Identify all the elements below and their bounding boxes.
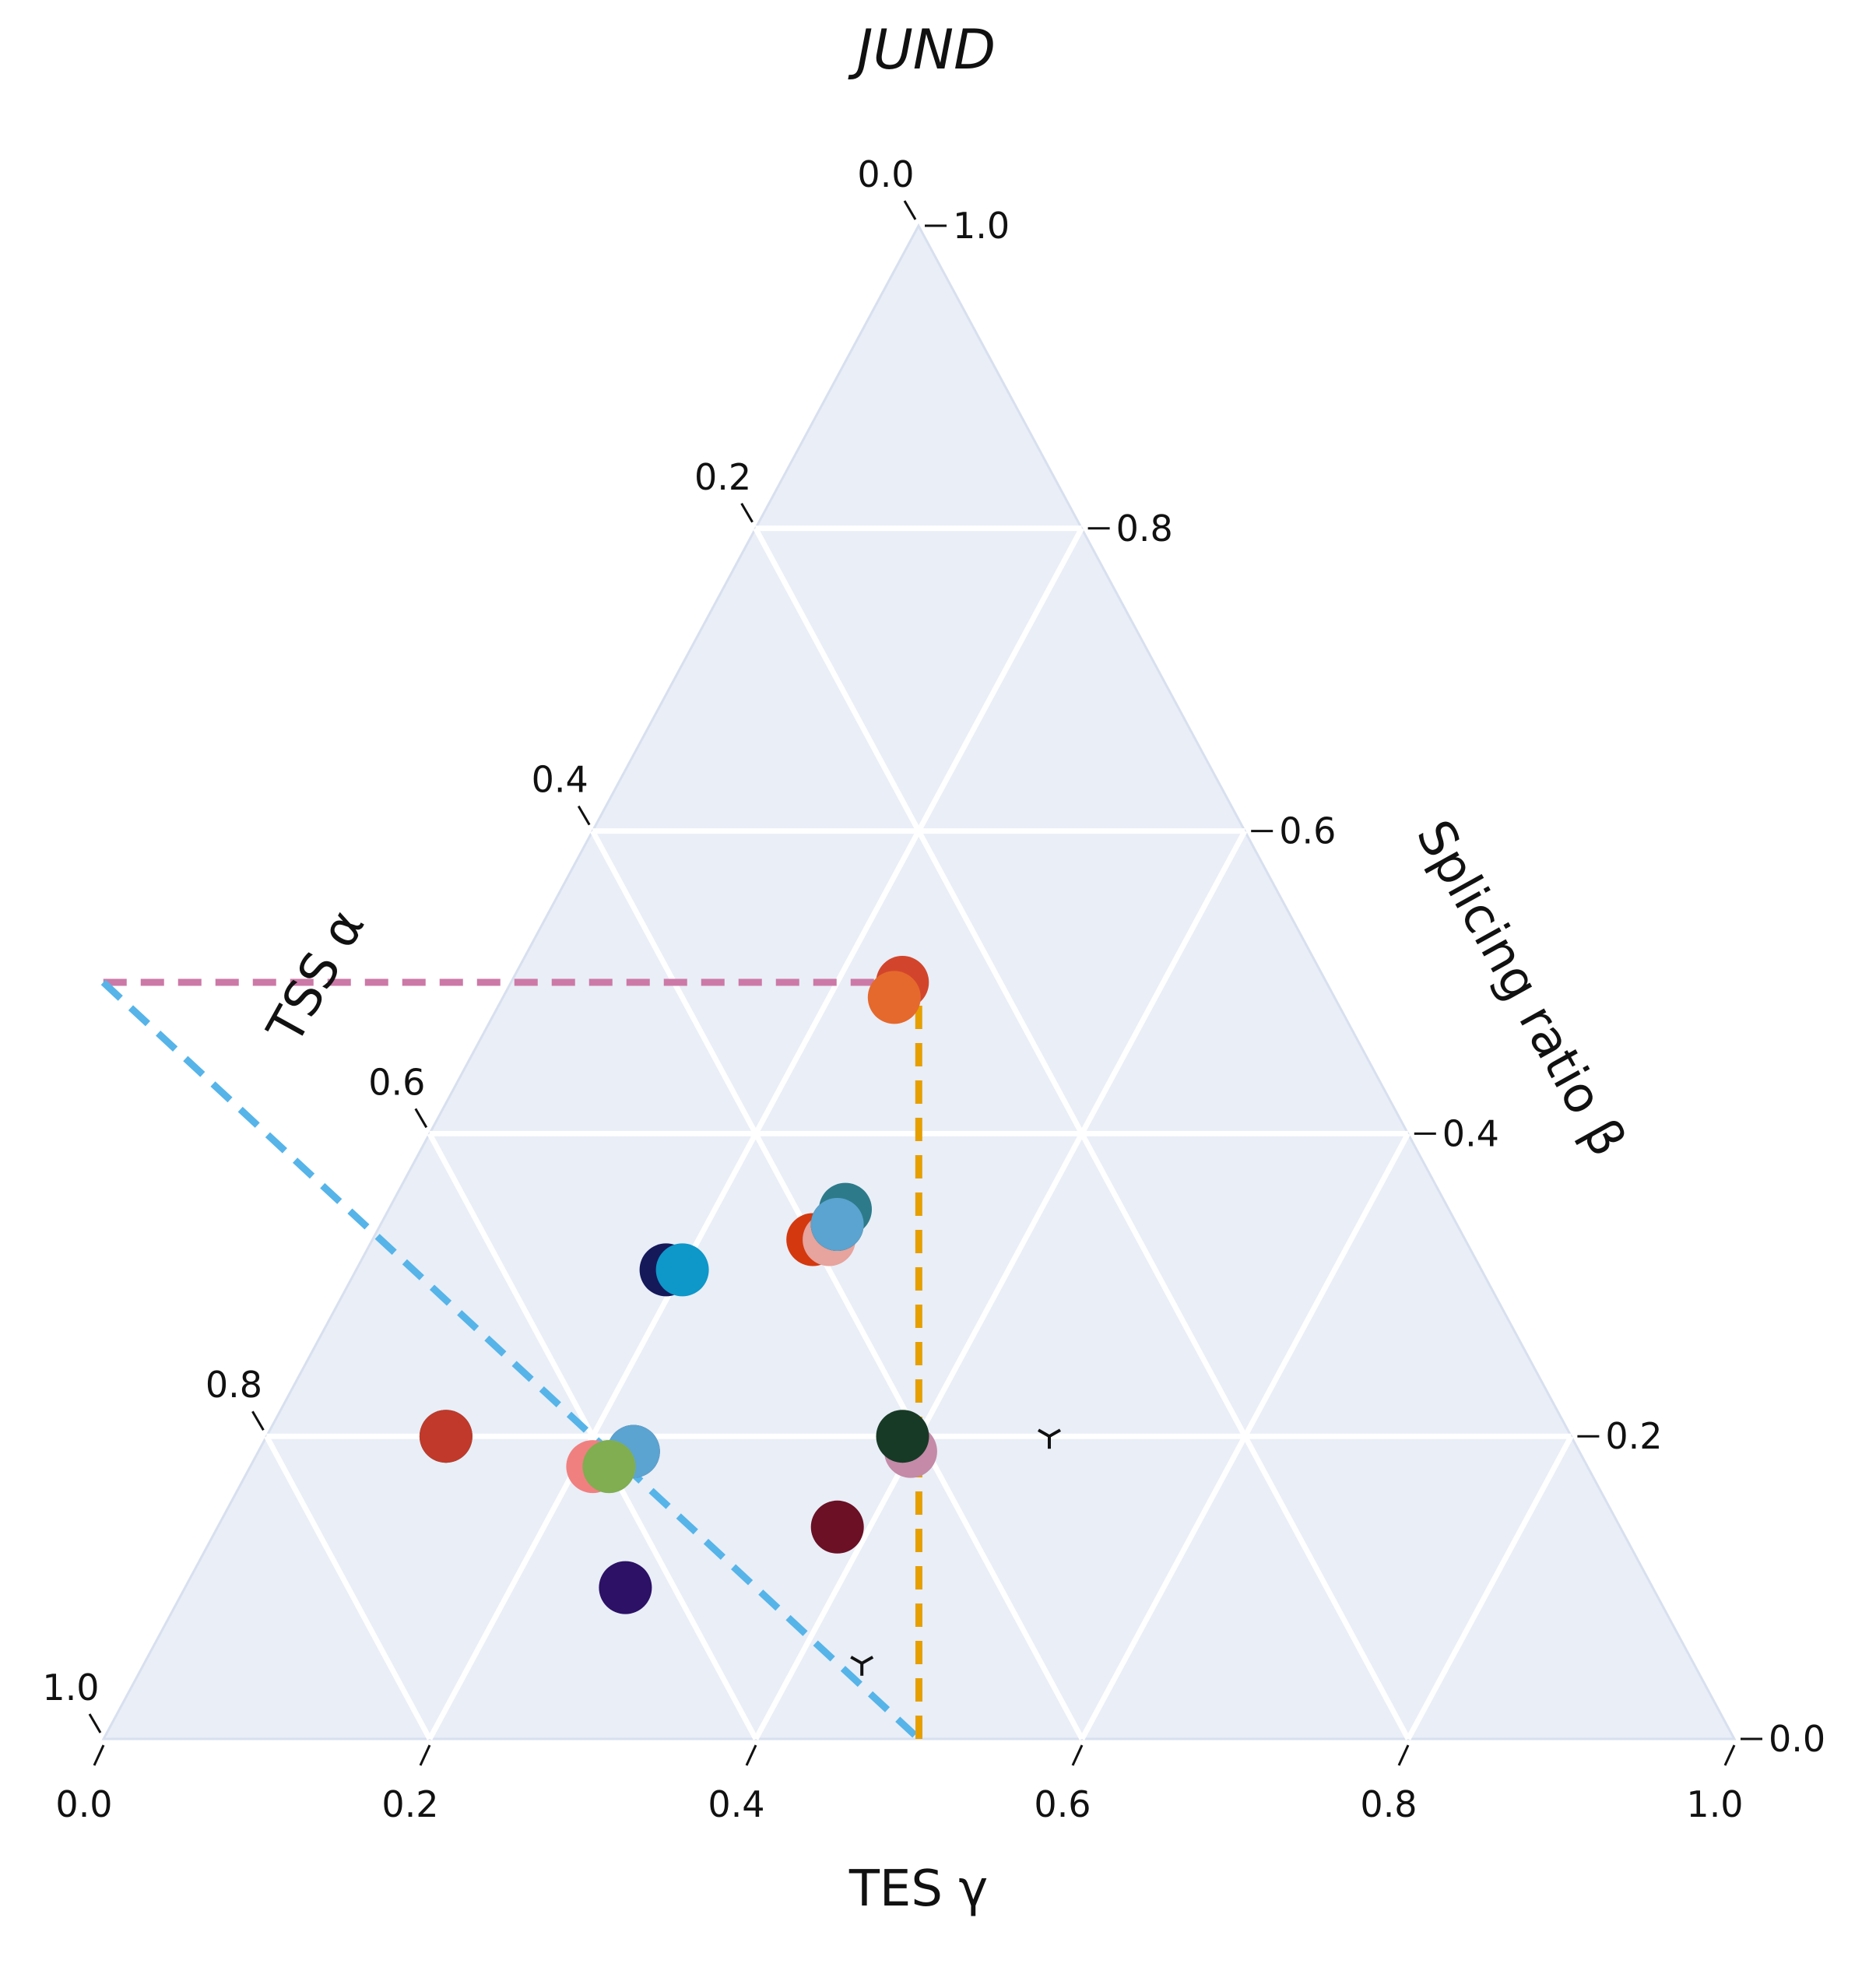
tick-label-alpha: 0.6 — [368, 1061, 425, 1103]
tick-alpha — [414, 1108, 428, 1129]
tick-gamma — [1397, 1744, 1410, 1766]
chart-title: JUND — [848, 18, 996, 82]
tick-label-beta: 0.2 — [1605, 1415, 1662, 1457]
axis-title-alpha: TSS α — [256, 901, 376, 1054]
tick-label-gamma: 0.6 — [1034, 1783, 1091, 1825]
data-point — [810, 1198, 864, 1251]
grid-line-alpha — [264, 1435, 433, 1740]
tick-alpha — [251, 1410, 265, 1431]
center-markers — [850, 1428, 1061, 1676]
tick-label-alpha: 1.0 — [42, 1667, 99, 1709]
data-point — [810, 1500, 864, 1554]
tick-label-alpha: 0.8 — [206, 1364, 262, 1406]
tick-alpha — [740, 503, 754, 523]
grid-line-gamma — [1079, 1132, 1411, 1740]
grid-line-gamma — [753, 829, 1248, 1740]
tick-label-beta: 0.8 — [1116, 508, 1173, 550]
tick-label-beta: 0.4 — [1442, 1112, 1499, 1154]
axis-title-gamma: TES γ — [848, 1860, 988, 1918]
tick-label-alpha: 0.2 — [694, 456, 751, 498]
data-point — [582, 1440, 636, 1494]
tick-label-gamma: 0.8 — [1360, 1783, 1417, 1825]
center-marker-stroke — [1049, 1428, 1061, 1438]
center-marker — [1038, 1428, 1061, 1449]
tick-label-alpha: 0.0 — [857, 153, 914, 195]
data-point — [599, 1561, 652, 1614]
data-point — [655, 1243, 709, 1297]
tick-label-gamma: 0.0 — [55, 1783, 112, 1825]
tick-gamma — [745, 1744, 757, 1766]
tick-label-beta: 1.0 — [953, 205, 1010, 247]
tick-alpha — [577, 805, 591, 826]
data-points — [419, 956, 937, 1614]
center-marker-stroke — [1038, 1428, 1050, 1438]
data-point — [876, 1410, 929, 1463]
tick-alpha — [88, 1713, 102, 1733]
tick-gamma — [419, 1744, 431, 1766]
tick-gamma — [93, 1744, 105, 1766]
tick-label-gamma: 0.2 — [381, 1783, 438, 1825]
tick-label-gamma: 1.0 — [1686, 1783, 1743, 1825]
tick-gamma — [1723, 1744, 1736, 1766]
center-marker — [850, 1656, 874, 1676]
data-point — [867, 971, 921, 1024]
center-marker-stroke — [861, 1656, 874, 1665]
grid-line-gamma — [1405, 1435, 1574, 1740]
tick-gamma — [1071, 1744, 1084, 1766]
tick-label-beta: 0.6 — [1279, 810, 1336, 852]
axis-ticks: 0.0 0.0 0.0 0.2 0.2 0.2 0.4 0.4 0.4 0.6 0.6 0.6 0.8 0… — [42, 153, 1825, 1825]
data-point — [419, 1410, 473, 1463]
axis-title-beta: Splicing ratio β — [1405, 811, 1636, 1166]
reference-lines — [100, 978, 922, 1742]
tick-label-beta: 0.0 — [1769, 1718, 1825, 1760]
tick-label-gamma: 0.4 — [708, 1783, 764, 1825]
center-marker-stroke — [850, 1656, 863, 1665]
grid-line-alpha — [427, 1132, 759, 1740]
tick-alpha — [903, 200, 917, 220]
tick-label-alpha: 0.4 — [532, 759, 588, 801]
